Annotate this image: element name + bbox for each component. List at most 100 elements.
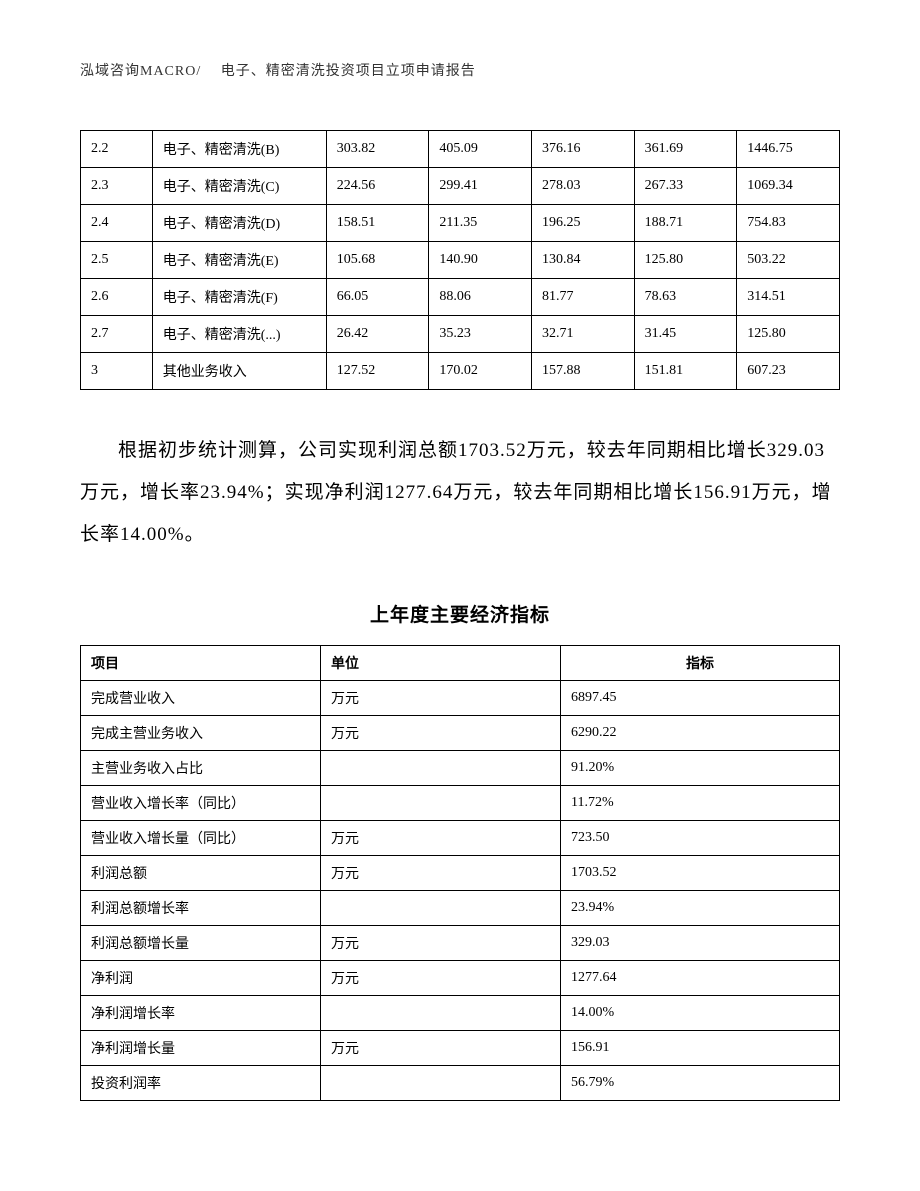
table2-cell-unit bbox=[321, 891, 561, 926]
table1-cell-v1: 127.52 bbox=[326, 353, 429, 390]
table2-cell-item: 完成主营业务收入 bbox=[81, 716, 321, 751]
table2-cell-indicator: 6290.22 bbox=[561, 716, 840, 751]
table2-head: 项目 单位 指标 bbox=[81, 646, 840, 681]
table1-cell-name: 其他业务收入 bbox=[152, 353, 326, 390]
table1-cell-v2: 170.02 bbox=[429, 353, 532, 390]
table1-cell-v4: 125.80 bbox=[634, 242, 737, 279]
table2-cell-indicator: 329.03 bbox=[561, 926, 840, 961]
table-row: 净利润增长量 万元 156.91 bbox=[81, 1031, 840, 1066]
table2-cell-indicator: 11.72% bbox=[561, 786, 840, 821]
table1-cell-index: 2.7 bbox=[81, 316, 153, 353]
table2-header-item: 项目 bbox=[81, 646, 321, 681]
table2-header-row: 项目 单位 指标 bbox=[81, 646, 840, 681]
table1-cell-v5: 1069.34 bbox=[737, 168, 840, 205]
table1-cell-name: 电子、精密清洗(E) bbox=[152, 242, 326, 279]
table2-cell-unit: 万元 bbox=[321, 716, 561, 751]
table1-cell-v2: 299.41 bbox=[429, 168, 532, 205]
table-row: 净利润增长率 14.00% bbox=[81, 996, 840, 1031]
table-row: 利润总额 万元 1703.52 bbox=[81, 856, 840, 891]
table1-cell-name: 电子、精密清洗(B) bbox=[152, 131, 326, 168]
table2-cell-item: 利润总额增长量 bbox=[81, 926, 321, 961]
table1-cell-v1: 158.51 bbox=[326, 205, 429, 242]
table2-header-unit: 单位 bbox=[321, 646, 561, 681]
table1-cell-v4: 151.81 bbox=[634, 353, 737, 390]
table2-cell-item: 营业收入增长率（同比） bbox=[81, 786, 321, 821]
table2-cell-indicator: 6897.45 bbox=[561, 681, 840, 716]
table1-cell-v3: 81.77 bbox=[531, 279, 634, 316]
table2-cell-indicator: 91.20% bbox=[561, 751, 840, 786]
table-row: 完成营业收入 万元 6897.45 bbox=[81, 681, 840, 716]
table1-body: 2.2 电子、精密清洗(B) 303.82 405.09 376.16 361.… bbox=[81, 131, 840, 390]
table1: 2.2 电子、精密清洗(B) 303.82 405.09 376.16 361.… bbox=[80, 130, 840, 390]
table-row: 主营业务收入占比 91.20% bbox=[81, 751, 840, 786]
table1-cell-v3: 157.88 bbox=[531, 353, 634, 390]
table1-cell-index: 2.5 bbox=[81, 242, 153, 279]
table2-cell-indicator: 1703.52 bbox=[561, 856, 840, 891]
table-row: 利润总额增长率 23.94% bbox=[81, 891, 840, 926]
table1-cell-v3: 32.71 bbox=[531, 316, 634, 353]
table1-cell-name: 电子、精密清洗(F) bbox=[152, 279, 326, 316]
table2-cell-indicator: 156.91 bbox=[561, 1031, 840, 1066]
table1-cell-v3: 130.84 bbox=[531, 242, 634, 279]
table-row: 营业收入增长率（同比） 11.72% bbox=[81, 786, 840, 821]
table1-cell-v5: 503.22 bbox=[737, 242, 840, 279]
table1-cell-v1: 66.05 bbox=[326, 279, 429, 316]
table2-cell-item: 完成营业收入 bbox=[81, 681, 321, 716]
table2-title: 上年度主要经济指标 bbox=[80, 600, 840, 627]
table1-cell-v3: 376.16 bbox=[531, 131, 634, 168]
table1-cell-v4: 361.69 bbox=[634, 131, 737, 168]
table1-cell-v4: 188.71 bbox=[634, 205, 737, 242]
table1-cell-v1: 303.82 bbox=[326, 131, 429, 168]
table2-cell-unit: 万元 bbox=[321, 681, 561, 716]
table1-cell-v3: 278.03 bbox=[531, 168, 634, 205]
table1-cell-v4: 267.33 bbox=[634, 168, 737, 205]
table1-cell-name: 电子、精密清洗(C) bbox=[152, 168, 326, 205]
page-header: 泓域咨询MACRO/ 电子、精密清洗投资项目立项申请报告 bbox=[80, 60, 840, 80]
table1-cell-index: 3 bbox=[81, 353, 153, 390]
table-row: 2.6 电子、精密清洗(F) 66.05 88.06 81.77 78.63 3… bbox=[81, 279, 840, 316]
table2-cell-item: 投资利润率 bbox=[81, 1066, 321, 1101]
table1-cell-v2: 88.06 bbox=[429, 279, 532, 316]
table-row: 2.2 电子、精密清洗(B) 303.82 405.09 376.16 361.… bbox=[81, 131, 840, 168]
table-row: 完成主营业务收入 万元 6290.22 bbox=[81, 716, 840, 751]
table2-cell-item: 营业收入增长量（同比） bbox=[81, 821, 321, 856]
table1-cell-v4: 78.63 bbox=[634, 279, 737, 316]
table1-cell-index: 2.3 bbox=[81, 168, 153, 205]
table2-cell-item: 净利润增长率 bbox=[81, 996, 321, 1031]
table2-cell-item: 净利润 bbox=[81, 961, 321, 996]
table2: 项目 单位 指标 完成营业收入 万元 6897.45 完成主营业务收入 万元 6… bbox=[80, 645, 840, 1101]
table1-cell-v2: 140.90 bbox=[429, 242, 532, 279]
table1-container: 2.2 电子、精密清洗(B) 303.82 405.09 376.16 361.… bbox=[80, 130, 840, 390]
table1-cell-name: 电子、精密清洗(...) bbox=[152, 316, 326, 353]
table2-cell-unit bbox=[321, 751, 561, 786]
table2-cell-unit: 万元 bbox=[321, 961, 561, 996]
table-row: 净利润 万元 1277.64 bbox=[81, 961, 840, 996]
table1-cell-v5: 125.80 bbox=[737, 316, 840, 353]
table2-cell-indicator: 1277.64 bbox=[561, 961, 840, 996]
table2-cell-indicator: 23.94% bbox=[561, 891, 840, 926]
table1-cell-v2: 35.23 bbox=[429, 316, 532, 353]
table1-cell-v5: 607.23 bbox=[737, 353, 840, 390]
table-row: 2.3 电子、精密清洗(C) 224.56 299.41 278.03 267.… bbox=[81, 168, 840, 205]
table2-cell-item: 利润总额增长率 bbox=[81, 891, 321, 926]
table1-cell-v5: 754.83 bbox=[737, 205, 840, 242]
table2-header-indicator: 指标 bbox=[561, 646, 840, 681]
table1-cell-v1: 26.42 bbox=[326, 316, 429, 353]
table2-cell-unit bbox=[321, 786, 561, 821]
table1-cell-name: 电子、精密清洗(D) bbox=[152, 205, 326, 242]
table2-cell-item: 主营业务收入占比 bbox=[81, 751, 321, 786]
table1-cell-v2: 405.09 bbox=[429, 131, 532, 168]
table1-cell-v3: 196.25 bbox=[531, 205, 634, 242]
table2-body: 完成营业收入 万元 6897.45 完成主营业务收入 万元 6290.22 主营… bbox=[81, 681, 840, 1101]
table2-cell-unit bbox=[321, 1066, 561, 1101]
table1-cell-v1: 224.56 bbox=[326, 168, 429, 205]
table-row: 利润总额增长量 万元 329.03 bbox=[81, 926, 840, 961]
table1-cell-index: 2.2 bbox=[81, 131, 153, 168]
table2-cell-unit: 万元 bbox=[321, 821, 561, 856]
table2-cell-indicator: 723.50 bbox=[561, 821, 840, 856]
table1-cell-v4: 31.45 bbox=[634, 316, 737, 353]
table-row: 2.5 电子、精密清洗(E) 105.68 140.90 130.84 125.… bbox=[81, 242, 840, 279]
table2-cell-unit bbox=[321, 996, 561, 1031]
table1-cell-v5: 314.51 bbox=[737, 279, 840, 316]
table2-container: 项目 单位 指标 完成营业收入 万元 6897.45 完成主营业务收入 万元 6… bbox=[80, 645, 840, 1101]
